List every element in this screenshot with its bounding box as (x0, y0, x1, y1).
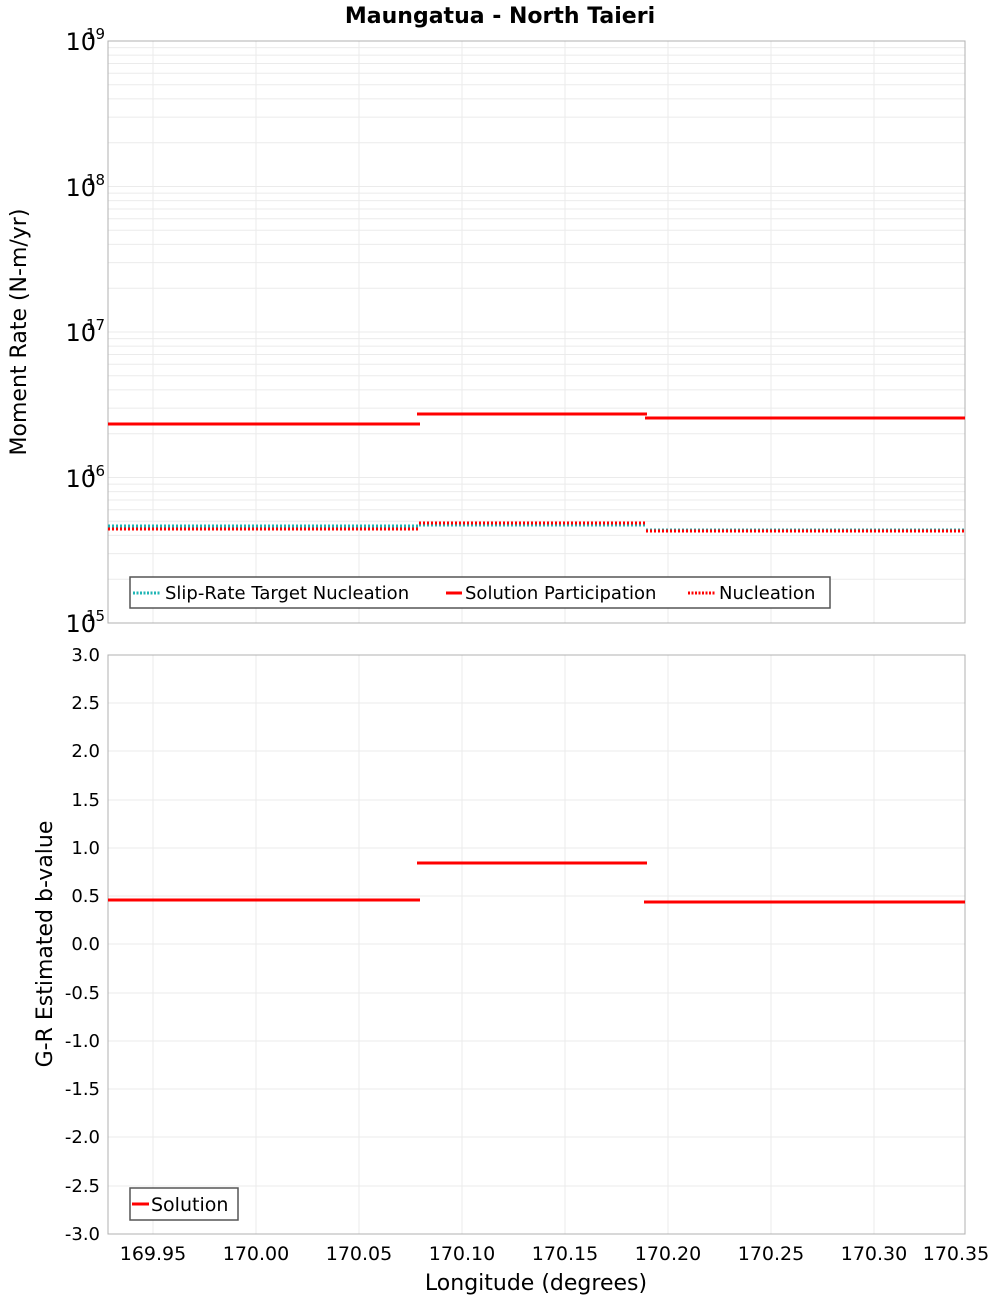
svg-text:2.5: 2.5 (71, 693, 100, 714)
x-tick-labels: 169.95 170.00 170.05 170.10 170.15 170.2… (120, 1243, 989, 1265)
svg-text:170.05: 170.05 (326, 1243, 392, 1265)
svg-text:169.95: 169.95 (120, 1243, 186, 1265)
svg-text:170.15: 170.15 (532, 1243, 598, 1265)
svg-text:-2.0: -2.0 (65, 1127, 100, 1148)
series-solution-participation (108, 412, 965, 426)
legend-slip-rate-target: Slip-Rate Target Nucleation (165, 583, 409, 604)
svg-text:10: 10 (65, 319, 96, 347)
svg-text:-3.0: -3.0 (65, 1224, 100, 1245)
svg-text:170.35: 170.35 (923, 1243, 989, 1265)
svg-text:19: 19 (86, 25, 105, 43)
top-legend: Slip-Rate Target Nucleation Solution Par… (129, 576, 831, 609)
bottom-plot: 3.0 2.5 2.0 1.5 1.0 0.5 0.0 -0.5 -1.0 -1… (33, 645, 966, 1245)
svg-text:170.20: 170.20 (635, 1243, 701, 1265)
svg-text:-2.5: -2.5 (65, 1176, 100, 1197)
svg-text:-1.5: -1.5 (65, 1079, 100, 1100)
svg-text:-1.0: -1.0 (65, 1031, 100, 1052)
svg-text:170.10: 170.10 (429, 1243, 495, 1265)
bottom-grid (108, 655, 965, 1234)
top-y-axis-label: Moment Rate (N-m/yr) (7, 209, 32, 456)
svg-text:16: 16 (86, 462, 105, 480)
bottom-y-tick-labels: 3.0 2.5 2.0 1.5 1.0 0.5 0.0 -0.5 -1.0 -1… (65, 645, 100, 1245)
svg-text:18: 18 (86, 171, 105, 189)
svg-text:-0.5: -0.5 (65, 983, 100, 1004)
legend-solution: Solution (151, 1194, 228, 1216)
svg-text:170.25: 170.25 (738, 1243, 804, 1265)
legend-solution-participation: Solution Participation (465, 583, 656, 604)
svg-text:10: 10 (65, 28, 96, 56)
series-solution-b-value (108, 861, 965, 904)
bottom-y-axis-label: G-R Estimated b-value (33, 821, 58, 1068)
svg-text:0.5: 0.5 (71, 886, 100, 907)
svg-text:1.5: 1.5 (71, 790, 100, 811)
legend-nucleation: Nucleation (719, 583, 815, 604)
svg-text:15: 15 (86, 607, 105, 625)
top-y-tick-labels: 10 19 10 18 10 17 10 16 10 15 (65, 25, 105, 638)
svg-text:0.0: 0.0 (71, 934, 100, 955)
x-axis-label: Longitude (degrees) (425, 1271, 647, 1296)
svg-text:2.0: 2.0 (71, 741, 100, 762)
svg-text:170.30: 170.30 (841, 1243, 907, 1265)
svg-text:3.0: 3.0 (71, 645, 100, 666)
bottom-legend: Solution (129, 1187, 239, 1221)
svg-text:10: 10 (65, 465, 96, 493)
chart-title: Maungatua - North Taieri (345, 4, 655, 29)
svg-text:17: 17 (86, 316, 105, 334)
svg-text:1.0: 1.0 (71, 838, 100, 859)
svg-text:10: 10 (65, 610, 96, 638)
top-grid (108, 40, 965, 624)
svg-text:170.00: 170.00 (223, 1243, 289, 1265)
series-nucleation (108, 521, 965, 533)
top-plot: 10 19 10 18 10 17 10 16 10 15 Moment Rat… (7, 25, 966, 638)
svg-text:10: 10 (65, 174, 96, 202)
